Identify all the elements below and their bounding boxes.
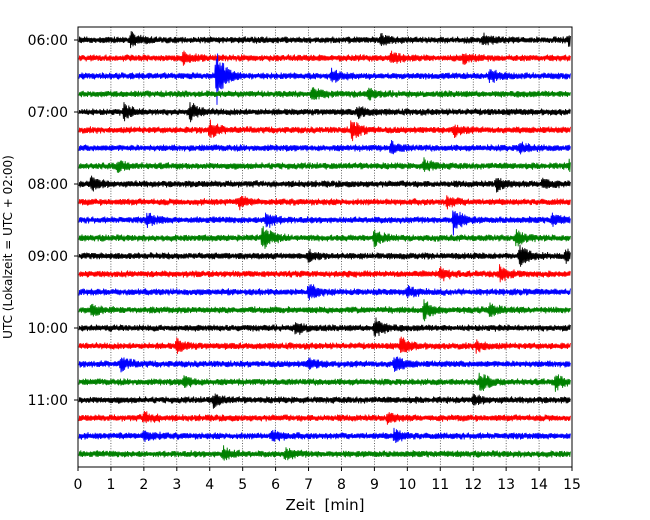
seismogram-trace — [78, 139, 571, 155]
x-tick-label: 3 — [172, 477, 181, 493]
x-tick-label: 10 — [398, 477, 416, 493]
seismogram-trace — [78, 445, 571, 461]
x-tick-label: 7 — [304, 477, 313, 493]
y-axis-label: UTC (Lokalzeit = UTC + 02:00) — [1, 155, 15, 339]
plot-frame — [77, 26, 573, 468]
seismogram-trace — [78, 31, 571, 49]
seismogram-trace — [78, 157, 571, 173]
seismogram-traces — [78, 31, 571, 461]
seismogram-trace — [78, 53, 571, 105]
x-tick-label: 15 — [563, 477, 581, 493]
x-tick-label: 13 — [497, 477, 515, 493]
y-axis-ticks: 06:00 07:00 08:00 09:00 10:00 11:00 — [28, 33, 78, 409]
seismogram-trace — [78, 119, 571, 142]
seismogram-trace — [78, 393, 571, 409]
seismogram-trace — [78, 317, 571, 337]
x-tick-label: 8 — [337, 477, 346, 493]
x-tick-label: 6 — [271, 477, 280, 493]
x-tick-label: 2 — [139, 477, 148, 493]
x-tick-label: 14 — [530, 477, 548, 493]
seismogram-trace — [78, 410, 571, 425]
x-tick-label: 11 — [431, 477, 449, 493]
x-tick-label: 1 — [106, 477, 115, 493]
seismogram-trace — [78, 102, 571, 123]
y-tick-label: 08:00 — [28, 177, 68, 193]
y-tick-label: 11:00 — [28, 393, 68, 409]
seismogram-trace — [78, 50, 571, 66]
y-tick-label: 09:00 — [28, 249, 68, 265]
seismogram-trace — [78, 336, 571, 355]
x-axis-ticks: 0 1 2 3 4 5 6 7 8 9 10 11 12 13 14 15 — [74, 467, 581, 493]
seismogram-trace — [78, 175, 571, 193]
seismogram-trace — [78, 356, 571, 373]
y-tick-label: 07:00 — [28, 105, 68, 121]
seismogram-trace — [78, 210, 571, 236]
seismogram-trace — [78, 226, 571, 249]
x-tick-label: 0 — [74, 477, 83, 493]
x-tick-label: 5 — [238, 477, 247, 493]
seismogram-trace — [78, 427, 571, 444]
seismogram-trace — [78, 264, 571, 283]
x-tick-label: 4 — [205, 477, 214, 493]
x-axis-label: Zeit [min] — [285, 496, 364, 514]
y-tick-label: 06:00 — [28, 33, 68, 49]
vertical-grid — [110, 27, 540, 467]
y-tick-label: 10:00 — [28, 321, 68, 337]
seismogram-trace — [78, 299, 571, 322]
seismogram-trace — [78, 372, 571, 392]
seismogram-trace — [78, 244, 571, 267]
seismogram-trace — [78, 87, 571, 101]
x-tick-label: 12 — [464, 477, 482, 493]
seismogram-trace — [78, 284, 571, 301]
x-tick-label: 9 — [370, 477, 379, 493]
seismogram-trace — [78, 195, 571, 211]
